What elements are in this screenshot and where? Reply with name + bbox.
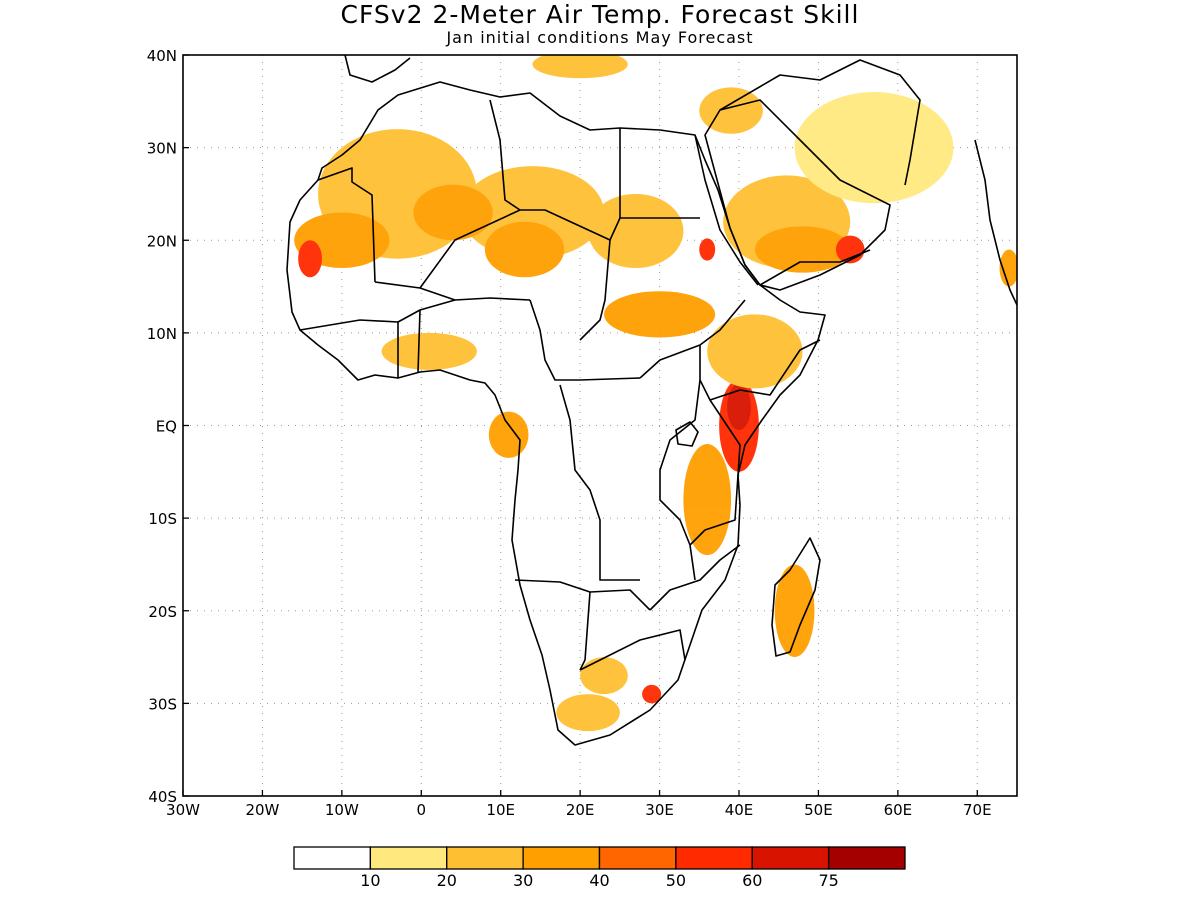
- skill-region-25: [999, 249, 1017, 287]
- skill-region-22: [794, 92, 954, 204]
- skill-region-13: [727, 383, 751, 431]
- border-sahel: [374, 209, 700, 289]
- map-title: CFSv2 2-Meter Air Temp. Forecast Skill: [340, 0, 860, 29]
- border-nigeria-cameroon: [529, 299, 641, 381]
- skill-region-19: [580, 657, 628, 695]
- lake-victoria: [675, 421, 699, 447]
- colorbar-swatch: [446, 846, 524, 870]
- colorbar-swatch: [369, 846, 448, 870]
- skill-region-5: [413, 184, 493, 241]
- border-ghana: [397, 309, 421, 378]
- lon-tick-label: 40E: [725, 801, 754, 819]
- lat-tick-label: 20S: [148, 603, 177, 621]
- colorbar-swatch: [598, 846, 677, 870]
- skill-region-6: [484, 221, 565, 278]
- colorbar-label: 75: [818, 871, 838, 890]
- skill-region-23: [532, 55, 628, 79]
- skill-region-7: [603, 291, 716, 338]
- border-niger-nigeria: [419, 287, 531, 301]
- lat-tick-label: 40S: [148, 788, 177, 806]
- skill-region-20: [556, 694, 620, 732]
- map-subtitle: Jan initial conditions May Forecast: [446, 28, 754, 47]
- colorbar-swatch: [522, 846, 601, 870]
- skill-region-2: [588, 193, 684, 269]
- lat-tick-label: 30N: [147, 140, 177, 158]
- border-south-africa: [579, 629, 686, 671]
- lon-tick-label: 10E: [486, 801, 515, 819]
- lat-tick-label: 40N: [147, 47, 177, 65]
- border-mozambique: [649, 544, 741, 611]
- colorbar-label: 50: [666, 871, 686, 890]
- skill-region-14: [707, 314, 803, 389]
- lon-tick-label: 10W: [325, 801, 359, 819]
- red-sea-west-coast: [694, 134, 759, 286]
- skill-region-16: [488, 411, 529, 458]
- iberia-coastline: [344, 55, 411, 83]
- lon-tick-label: 30E: [645, 801, 674, 819]
- skill-region-21: [642, 684, 662, 704]
- lat-tick-label: EQ: [156, 418, 177, 436]
- colorbar-label: 10: [360, 871, 380, 890]
- longitude-axis: 30W 20W 10W 0 10E 20E 30E 40E 50E 60E 70E: [166, 790, 992, 819]
- border-saudi-yemen: [759, 249, 871, 286]
- border-drc: [559, 384, 640, 581]
- colorbar-label: 40: [589, 871, 609, 890]
- colorbar: 10 20 30 40 50 60 75: [293, 846, 906, 890]
- colorbar-label: 60: [742, 871, 762, 890]
- lon-tick-label: 50E: [804, 801, 833, 819]
- skill-region-8: [754, 226, 851, 273]
- skill-region-18: [774, 564, 815, 658]
- coastlines-and-borders: [286, 55, 1017, 746]
- skill-region-12: [699, 238, 716, 261]
- lon-tick-label: 70E: [963, 801, 992, 819]
- colorbar-swatch: [827, 846, 906, 870]
- lon-tick-label: 30W: [166, 801, 200, 819]
- border-tanzania: [689, 399, 741, 546]
- latitude-axis: 40N 30N 20N 10N EQ 10S 20S 30S 40S: [147, 47, 189, 806]
- lat-tick-label: 10S: [148, 510, 177, 528]
- colorbar-label: 30: [513, 871, 533, 890]
- skill-region-17: [381, 332, 477, 370]
- skill-region-9: [298, 240, 323, 278]
- skill-region-15: [683, 444, 732, 556]
- lon-tick-label: 0: [417, 801, 427, 819]
- lat-tick-label: 30S: [148, 695, 177, 713]
- colorbar-label: 20: [437, 871, 457, 890]
- india-coastline: [974, 139, 1017, 306]
- skill-region-24: [699, 87, 763, 134]
- colorbar-swatch: [751, 846, 830, 870]
- colorbar-swatch: [293, 846, 372, 870]
- lon-tick-label: 60E: [884, 801, 913, 819]
- lat-tick-label: 20N: [147, 232, 177, 250]
- border-sudan-chad: [579, 239, 611, 341]
- skill-shading: [294, 55, 1017, 732]
- border-sahara: [317, 167, 376, 283]
- colorbar-swatch: [675, 846, 753, 870]
- madagascar-coastline: [771, 537, 821, 657]
- lat-tick-label: 10N: [147, 325, 177, 343]
- lon-tick-label: 20E: [566, 801, 595, 819]
- africa-coastline: [286, 81, 826, 746]
- border-algeria-libya: [489, 99, 521, 211]
- border-namibia-botswana: [579, 591, 591, 671]
- arabian-peninsula-coastline: [704, 99, 891, 291]
- lon-tick-label: 20W: [245, 801, 279, 819]
- border-middle-east: [719, 59, 921, 186]
- border-west-africa: [299, 299, 456, 331]
